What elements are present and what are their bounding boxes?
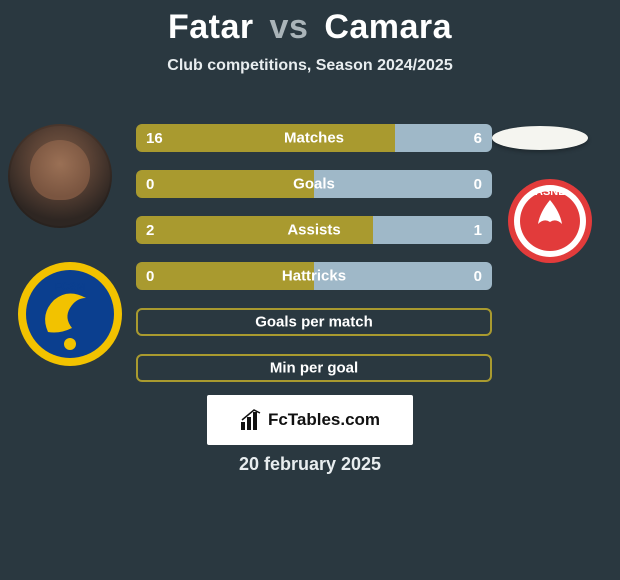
player1-name: Fatar: [168, 8, 254, 46]
stat-row-assists: 21Assists: [136, 216, 492, 244]
club-left-initials: FCSM: [54, 281, 85, 293]
stat-row-matches: 166Matches: [136, 124, 492, 152]
attribution-badge[interactable]: FcTables.com: [207, 395, 413, 445]
club-right-initials: ASNL: [535, 186, 565, 198]
stat-row-goals-per-match: Goals per match: [136, 308, 492, 336]
player2-club-badge: ASNL: [500, 178, 600, 264]
stat-label: Goals per match: [138, 314, 490, 331]
player2-avatar: [492, 126, 588, 150]
chart-icon: [240, 409, 262, 431]
stat-row-min-per-goal: Min per goal: [136, 354, 492, 382]
stat-row-goals: 00Goals: [136, 170, 492, 198]
player2-name: Camara: [324, 8, 452, 46]
stat-right-value: 6: [395, 124, 492, 152]
subtitle: Club competitions, Season 2024/2025: [0, 57, 620, 75]
stat-right-value: 0: [314, 170, 492, 198]
date-label: 20 february 2025: [0, 454, 620, 475]
page-title: Fatar vs Camara: [0, 0, 620, 47]
stat-left-value: 0: [136, 262, 314, 290]
stat-left-value: 2: [136, 216, 373, 244]
stat-right-value: 0: [314, 262, 492, 290]
stat-right-value: 1: [373, 216, 492, 244]
player1-club-badge: FCSM: [16, 260, 124, 368]
fcsm-badge-icon: FCSM: [16, 260, 124, 368]
player1-avatar: [8, 124, 112, 228]
stat-left-value: 16: [136, 124, 395, 152]
stat-left-value: 0: [136, 170, 314, 198]
stat-label: Min per goal: [138, 360, 490, 377]
stats-bars: 166Matches 00Goals 21Assists 00Hattricks Goa…: [136, 124, 492, 400]
stat-row-hattricks: 00Hattricks: [136, 262, 492, 290]
asnl-badge-icon: ASNL: [500, 178, 600, 264]
vs-label: vs: [270, 8, 309, 46]
attribution-text: FcTables.com: [268, 410, 380, 430]
